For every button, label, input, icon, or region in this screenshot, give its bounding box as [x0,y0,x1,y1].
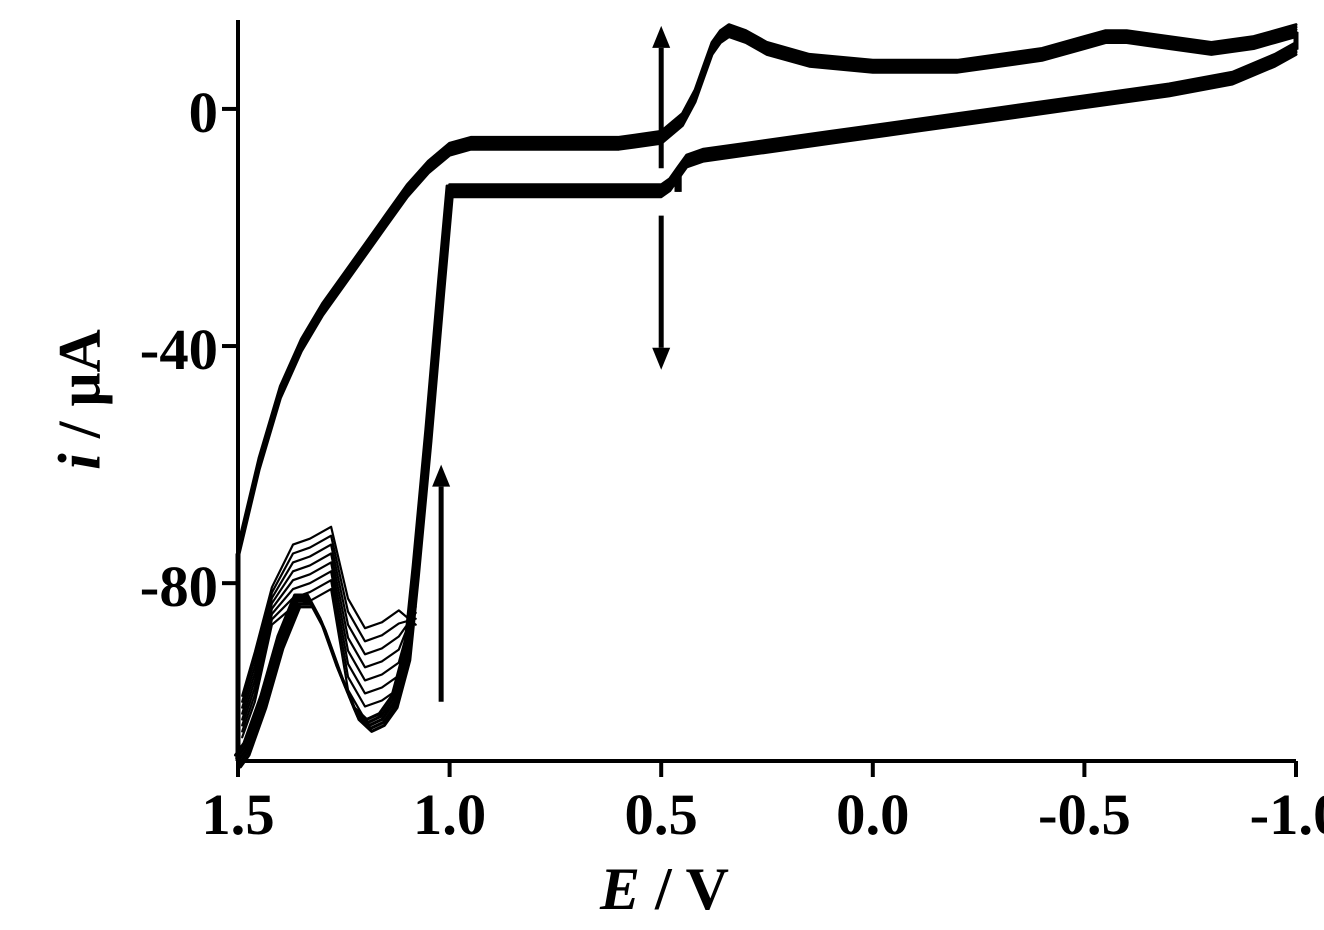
x-tick-label: -1.0 [1236,781,1324,848]
y-tick-label: -40 [98,316,218,383]
x-tick-label: 0.5 [601,781,721,848]
x-axis-label: E / V [600,855,729,924]
x-tick-label: -0.5 [1024,781,1144,848]
x-axis-label-symbol: E [600,856,640,922]
x-tick-label: 1.5 [178,781,298,848]
x-tick-label: 1.0 [390,781,510,848]
y-tick-label: -80 [98,553,218,620]
y-tick-label: 0 [98,79,218,146]
cv-figure: i / μA E / V 0 -40 -80 1.5 1.0 0.5 0.0 -… [0,0,1324,930]
x-tick-label: 0.0 [813,781,933,848]
x-axis-label-rest: / V [655,856,729,922]
y-axis-label-symbol: i [47,453,113,470]
